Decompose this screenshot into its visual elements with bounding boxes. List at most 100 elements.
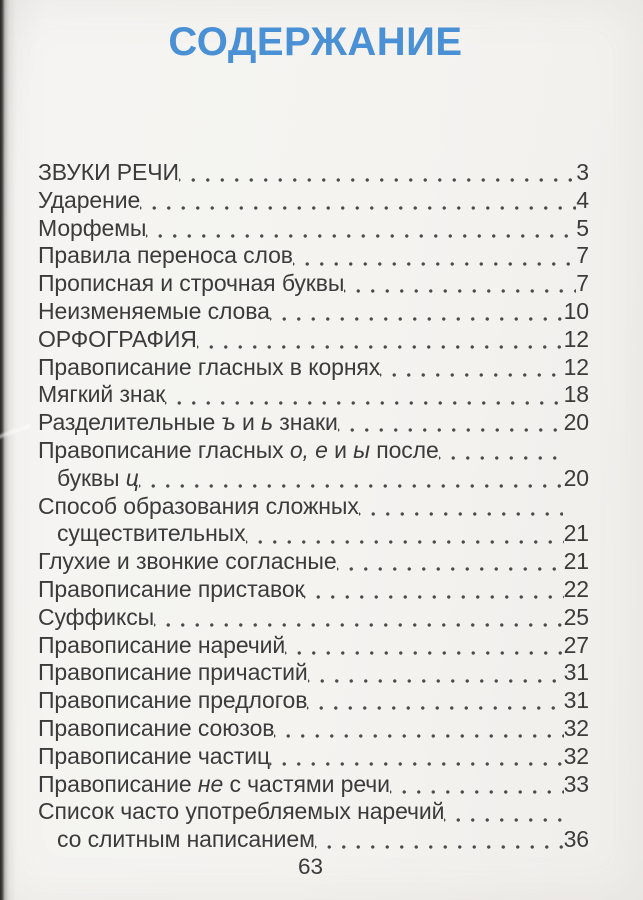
toc-line: ЗВУКИ РЕЧИ 3 <box>38 159 589 187</box>
toc-line: Мягкий знак 18 <box>38 381 589 410</box>
dot-leader <box>444 798 563 827</box>
toc-page-number: 31 <box>563 659 589 686</box>
italic-term: ы <box>353 436 370 463</box>
dot-leader <box>140 186 577 215</box>
toc-line: Правописание гласных в корнях 12 <box>38 353 589 382</box>
toc-page-number: 12 <box>563 353 589 380</box>
toc-line: Правописание предлогов 31 <box>38 687 589 715</box>
toc-entry-label: Правописание частиц <box>38 742 271 769</box>
dot-leader <box>337 409 564 437</box>
toc-line: Правописание причастий 31 <box>38 659 589 688</box>
toc-line: Правописание наречий 27 <box>38 631 589 660</box>
toc-page-number: 20 <box>563 464 589 491</box>
toc-page-number: 32 <box>563 742 589 769</box>
toc-page-number: 21 <box>563 520 589 547</box>
toc-line: Правописание приставок 22 <box>38 575 589 604</box>
toc-entry-label: Правописание приставок <box>38 575 305 602</box>
dot-leader <box>138 464 564 493</box>
toc-entry-label: Правописание союзов <box>38 714 275 741</box>
toc-line: со слитным написанием 36 <box>38 826 589 854</box>
toc-line: существительных 21 <box>38 520 589 549</box>
toc-page-number: 4 <box>576 186 589 213</box>
toc-line: Разделительные ъ и ь знаки 20 <box>38 409 589 437</box>
toc-line: Правописание союзов 32 <box>38 714 589 743</box>
dot-leader <box>336 548 564 576</box>
toc-entry-label: Правописание наречий <box>38 631 286 658</box>
toc-page-number: 36 <box>563 826 589 853</box>
dot-leader <box>344 270 577 298</box>
toc-entry-label: Способ образования сложных <box>38 492 359 519</box>
footer-page-number: 63 <box>297 854 324 879</box>
toc-line: Неизменяемые слова 10 <box>38 297 589 326</box>
toc-page-number: 31 <box>563 687 589 714</box>
toc-entry-label: Прописная и строчная буквы <box>38 270 345 297</box>
toc-line: ОРФОГРАФИЯ 12 <box>38 325 589 354</box>
dot-leader <box>304 575 564 604</box>
dot-leader <box>358 492 563 521</box>
dot-leader <box>438 436 563 465</box>
dot-leader <box>307 659 564 688</box>
dot-leader <box>274 714 564 743</box>
dot-leader <box>269 297 564 326</box>
toc-page-number: 22 <box>563 575 589 602</box>
toc-page-number: 32 <box>563 714 589 741</box>
toc-line: Морфемы 5 <box>38 214 589 243</box>
toc-line: буквы ц 20 <box>38 464 589 493</box>
toc-page-number: 20 <box>563 409 589 436</box>
toc-entry-label: буквы ц <box>57 464 139 491</box>
toc-page-number: 3 <box>576 159 589 185</box>
toc-line: Способ образования сложных <box>38 492 589 521</box>
toc-entry-label: Ударение <box>38 186 141 213</box>
scan-gutter-shadow <box>0 0 16 900</box>
toc-entry-label: Правописание не с частями речи <box>38 770 390 797</box>
italic-term: ь <box>261 409 274 436</box>
toc-line: Правила переноса слов 7 <box>38 242 589 271</box>
dot-leader <box>154 603 564 632</box>
toc-entry-label: Правописание гласных в корнях <box>38 353 381 380</box>
toc-page-number: 21 <box>563 548 589 575</box>
dot-leader <box>146 214 577 243</box>
toc-line: Правописание не с частями речи 33 <box>38 770 589 799</box>
toc-page-number: 5 <box>576 214 589 241</box>
toc-page-number: 27 <box>563 631 589 658</box>
dot-leader <box>292 242 577 271</box>
dot-leader <box>165 381 564 410</box>
dot-leader <box>270 742 564 771</box>
toc-line: Глухие и звонкие согласные 21 <box>38 548 589 576</box>
toc-line: Ударение 4 <box>38 186 589 215</box>
toc-page-number: 12 <box>563 325 589 352</box>
toc-entry-label: Правила переноса слов <box>38 242 293 269</box>
dot-leader <box>245 520 564 549</box>
toc-entry-label: Разделительные ъ и ь знаки <box>38 409 338 436</box>
scan-crease-artifact <box>0 418 30 444</box>
toc-entry-label: ОРФОГРАФИЯ <box>38 325 197 352</box>
toc-line: Правописание гласных о, е и ы после <box>38 436 589 465</box>
toc-entry-label: Правописание предлогов <box>38 687 308 714</box>
toc-page-number: 25 <box>563 603 589 630</box>
toc-entry-label: Глухие и звонкие согласные <box>38 548 337 575</box>
dot-leader <box>285 631 564 660</box>
dot-leader <box>389 770 564 799</box>
toc-page-number: 7 <box>576 242 589 269</box>
toc-list: ЗВУКИ РЕЧИ 3 Ударение 4 Морфемы 5 Правила пере… <box>38 159 589 854</box>
toc-line: Прописная и строчная буквы 7 <box>38 270 589 298</box>
italic-term: ц <box>125 464 139 491</box>
toc-entry-label: Правописание причастий <box>38 659 308 686</box>
dot-leader <box>196 325 564 354</box>
italic-term: о, е <box>289 436 328 463</box>
toc-entry-label: со слитным написанием <box>57 826 315 853</box>
toc-entry-label: Список часто употребляемых наречий <box>38 798 445 825</box>
toc-page-number: 7 <box>576 270 589 297</box>
toc-entry-label: Мягкий знак <box>38 381 166 408</box>
toc-line: Суффиксы 25 <box>38 603 589 632</box>
toc-entry-label: существительных <box>57 520 246 547</box>
toc-entry-label: Правописание гласных о, е и ы после <box>38 436 439 463</box>
toc-entry-label: Суффиксы <box>38 603 155 630</box>
page-title: СОДЕРЖАНИЕ <box>168 20 463 64</box>
toc-page-number: 18 <box>563 381 589 408</box>
toc-line: Список часто употребляемых наречий <box>38 798 589 827</box>
dot-leader <box>307 687 564 715</box>
italic-term: ъ <box>221 409 236 436</box>
toc-entry-label: Неизменяемые слова <box>38 297 270 324</box>
dot-leader <box>178 159 577 187</box>
